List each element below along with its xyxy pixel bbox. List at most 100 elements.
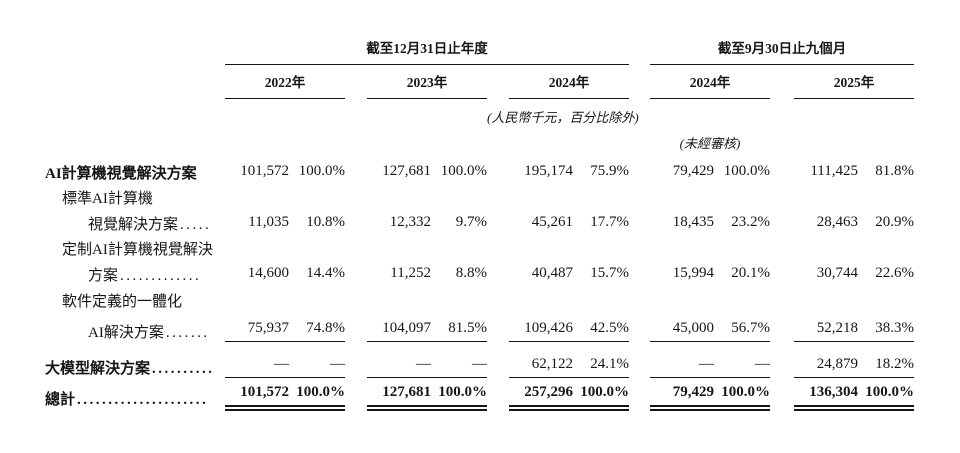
percent-cell: 15.7% <box>590 264 629 281</box>
percent-cell: — <box>431 341 487 378</box>
year-header-2023: 2023年 <box>367 64 487 99</box>
empty-cell <box>30 98 225 128</box>
spacer-cell <box>487 377 509 408</box>
row-label: 定制AI計算機視覺解決 <box>30 233 225 258</box>
value-cell: 195,174 <box>524 162 573 179</box>
currency-note: (人民幣千元，百分比除外) <box>487 109 639 125</box>
value-cell: 257,296 <box>509 377 573 411</box>
row-label: 大模型解決方案.......... <box>30 341 225 377</box>
spacer-cell <box>345 341 367 377</box>
value-cell: 111,425 <box>810 162 858 179</box>
value-cell: 75,937 <box>225 310 289 342</box>
value-cell: 79,429 <box>650 377 714 411</box>
spacer-cell <box>487 310 509 341</box>
value-cell: 12,332 <box>389 213 431 230</box>
percent-cell: — <box>714 341 770 378</box>
year-header-2022: 2022年 <box>225 64 345 99</box>
value-cell: 18,435 <box>672 213 714 230</box>
spacer-cell <box>345 207 367 233</box>
row-label: AI解決方案....... <box>30 310 225 341</box>
percent-cell: 74.8% <box>289 310 345 342</box>
spacer-cell <box>770 341 794 377</box>
table-row: 定制AI計算機視覺解決 <box>30 233 914 258</box>
spacer-cell <box>770 207 794 233</box>
spacer-cell <box>629 310 650 341</box>
empty-cell <box>225 128 629 154</box>
row-label: 方案............. <box>30 258 225 284</box>
percent-cell: 56.7% <box>714 310 770 342</box>
percent-cell: 10.8% <box>306 213 345 230</box>
spacer-cell <box>770 310 794 341</box>
year-header-9m2024: 2024年 <box>650 64 770 99</box>
row-label: 軟件定義的一體化 <box>30 284 225 310</box>
percent-cell: 100.0% <box>723 162 770 179</box>
value-cell: — <box>367 341 431 378</box>
spacer-cell <box>629 258 650 284</box>
table-row-total: 總計..................... 101,572 100.0% 1… <box>30 377 915 411</box>
empty-cell <box>30 64 225 98</box>
table-row: 視覺解決方案..... 11,035 10.8% 12,332 9.7% 45,… <box>30 207 914 233</box>
value-cell: 28,463 <box>816 213 858 230</box>
dot-leader: ....... <box>165 324 210 341</box>
empty-cell <box>770 128 914 154</box>
table-row: AI計算機視覺解決方案 101,572 100.0% 127,681 100.0… <box>30 154 914 182</box>
value-cell: 127,681 <box>367 377 431 411</box>
value-cell: 136,304 <box>794 377 858 411</box>
percent-cell: 23.2% <box>731 213 770 230</box>
spacer-cell <box>345 258 367 284</box>
year-header-9m2025: 2025年 <box>794 64 915 99</box>
value-cell: 101,572 <box>240 162 289 179</box>
value-cell: 52,218 <box>794 310 858 342</box>
spacer-cell <box>629 377 650 408</box>
row-label-text: 標準AI計算機 <box>62 190 153 207</box>
percent-cell: 8.8% <box>455 264 487 281</box>
year-header-2024: 2024年 <box>509 64 629 99</box>
spacer-cell <box>345 310 367 341</box>
spacer-cell <box>487 207 509 233</box>
row-label: 視覺解決方案..... <box>30 207 225 233</box>
value-cell: 127,681 <box>382 162 431 179</box>
empty-cell <box>30 128 225 154</box>
percent-cell: — <box>289 341 345 378</box>
percent-cell: 17.7% <box>590 213 629 230</box>
dot-leader: ..... <box>180 216 212 233</box>
percent-cell: 100.0% <box>573 377 629 411</box>
spacer-cell <box>629 341 650 377</box>
empty-cell <box>225 233 914 258</box>
row-label-text: 大模型解決方案 <box>45 360 151 377</box>
revenue-breakdown-table: 截至12月31日止年度 截至9月30日止九個月 2022年 2023年 2024… <box>30 30 915 411</box>
value-cell: 62,122 <box>509 341 573 378</box>
row-label-text: 定制AI計算機視覺解決 <box>62 241 213 258</box>
spacer-cell <box>629 154 650 182</box>
table-row: AI解決方案....... 75,937 74.8% 104,097 81.5%… <box>30 310 915 342</box>
percent-cell: 20.9% <box>875 213 915 230</box>
percent-cell: 24.1% <box>573 341 629 378</box>
spacer-cell <box>770 377 794 408</box>
spacer-cell <box>487 64 509 98</box>
spacer-cell <box>345 154 367 182</box>
dot-leader: ..................... <box>77 391 209 408</box>
unaudited-note-row: (未經審核) <box>30 128 914 154</box>
percent-cell: 100.0% <box>431 377 487 411</box>
spacer-cell <box>345 64 367 98</box>
value-cell: — <box>650 341 714 378</box>
value-cell: 11,252 <box>390 264 431 281</box>
table-row: 軟件定義的一體化 <box>30 284 914 310</box>
spacer-cell <box>629 30 650 64</box>
table-row: 標準AI計算機 <box>30 182 914 207</box>
row-label-text: AI計算機視覺解決方案 <box>45 165 197 182</box>
percent-cell: 75.9% <box>590 162 629 179</box>
empty-cell <box>30 30 225 64</box>
table-row: 方案............. 14,600 14.4% 11,252 8.8%… <box>30 258 914 284</box>
spacer-cell <box>629 64 650 98</box>
percent-cell: 81.8% <box>875 162 915 179</box>
percent-cell: 18.2% <box>858 341 915 378</box>
empty-cell <box>225 182 914 207</box>
value-cell: 14,600 <box>247 264 289 281</box>
value-cell: — <box>225 341 289 378</box>
percent-cell: 81.5% <box>431 310 487 342</box>
value-cell: 45,261 <box>531 213 573 230</box>
unaudited-note: (未經審核) <box>679 135 741 151</box>
period-header-annual: 截至12月31日止年度 <box>225 30 629 65</box>
